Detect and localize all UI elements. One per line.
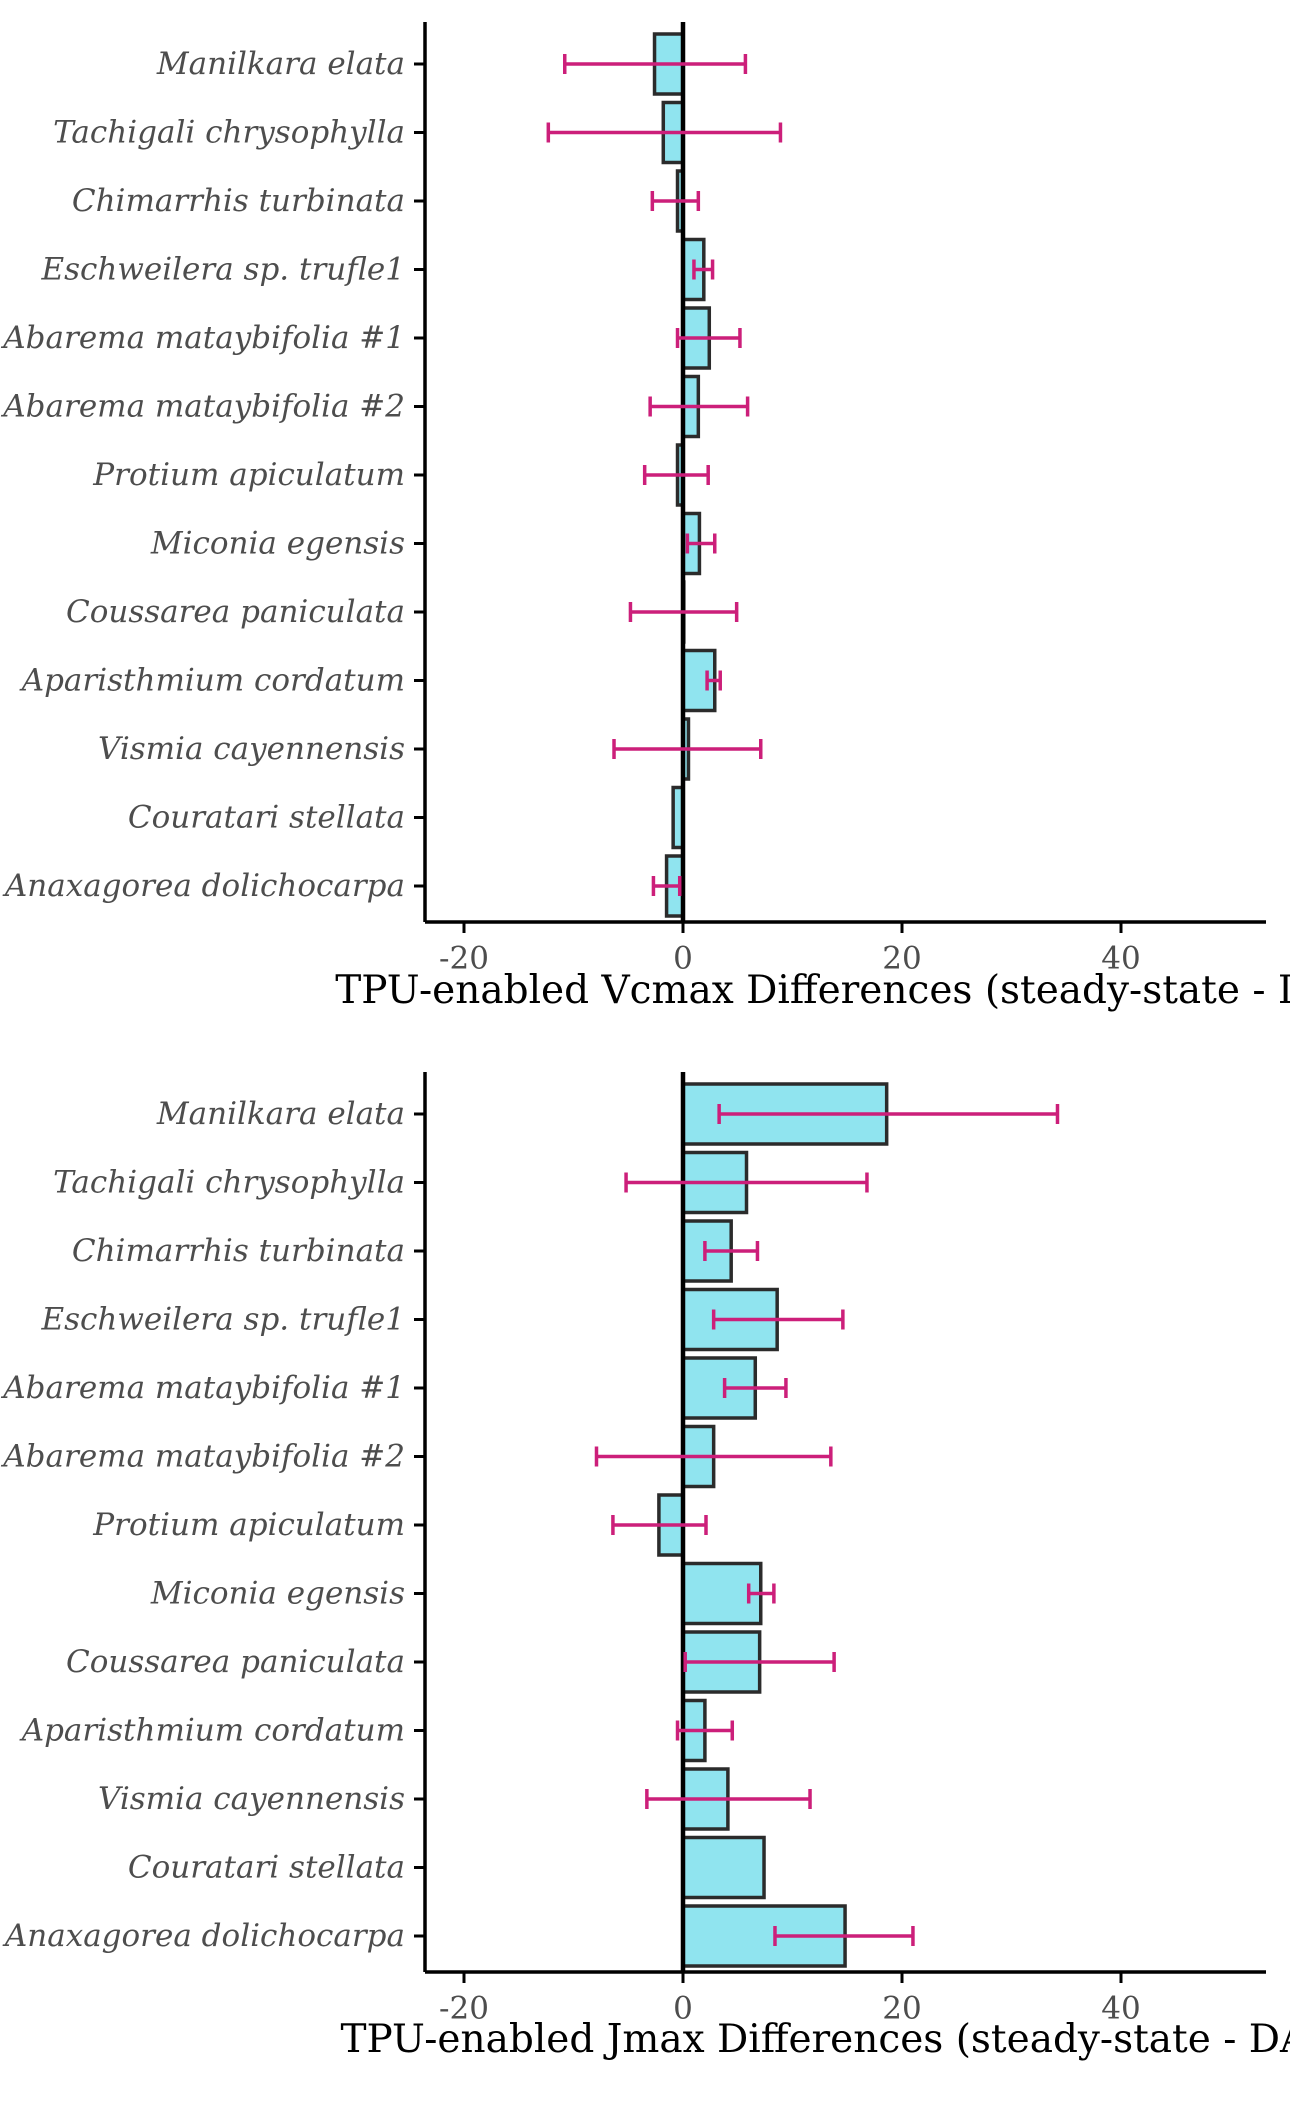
error-bar [650, 191, 701, 211]
y-tick-label: Manilkara elata [156, 46, 405, 82]
error-bar [717, 1104, 1060, 1124]
y-tick-label: Abarema mataybifolia #2 [0, 1439, 405, 1475]
x-tick-label: 0 [673, 940, 693, 976]
error-bar [773, 1926, 915, 1946]
error-bar [546, 122, 783, 143]
x-axis-title: TPU-enabled Vcmax Differences (steady-st… [335, 968, 1290, 1013]
error-bar [624, 1172, 869, 1193]
y-tick-label: Chimarrhis turbinata [72, 183, 405, 219]
y-tick-label: Couratari stellata [128, 1850, 405, 1886]
y-tick-label: Couratari stellata [128, 800, 405, 836]
y-tick-label: Aparisthmium cordatum [19, 663, 405, 699]
chart-panel-1: Manilkara elata Tachigali chrysophylla Chi… [0, 22, 1290, 1013]
x-tick-label: -20 [439, 940, 489, 976]
y-tick-label: Aparisthmium cordatum [19, 1713, 405, 1749]
y-tick-label: Miconia egensis [150, 526, 405, 562]
x-tick-label: 40 [1101, 940, 1140, 976]
error-bar [683, 1652, 836, 1672]
error-bar [703, 1241, 760, 1261]
error-bar [705, 670, 722, 691]
y-tick-label: Protium apiculatum [92, 457, 405, 493]
error-bar [611, 1515, 708, 1535]
error-bar [746, 1583, 776, 1604]
y-tick-label: Tachigali chrysophylla [53, 115, 405, 151]
y-tick-label: Eschweilera sp. trufle1 [40, 252, 405, 288]
error-bar [711, 1309, 845, 1330]
y-tick-label: Chimarrhis turbinata [72, 1233, 405, 1269]
y-tick-label: Abarema mataybifolia #1 [0, 320, 405, 356]
x-tick-label: 20 [882, 1990, 921, 2026]
error-bar [648, 396, 750, 417]
y-tick-label: Abarema mataybifolia #1 [0, 1370, 405, 1406]
error-bar [642, 465, 710, 485]
y-tick-label: Coussarea paniculata [66, 594, 405, 630]
error-bar [722, 1378, 788, 1398]
y-tick-label: Anaxagorea dolichocarpa [2, 1918, 405, 1954]
x-tick-label: 40 [1101, 1990, 1140, 2026]
bar [681, 1835, 766, 1900]
y-tick-label: Miconia egensis [150, 1576, 405, 1612]
y-tick-label: Abarema mataybifolia #2 [0, 389, 405, 425]
chart-panel-2: Manilkara elata Tachigali chrysophylla Chi… [0, 1072, 1290, 2062]
error-bar [612, 739, 763, 759]
y-tick-label: Eschweilera sp. trufle1 [40, 1302, 405, 1338]
y-tick-label: Anaxagorea dolichocarpa [2, 868, 405, 904]
y-tick-label: Tachigali chrysophylla [53, 1165, 405, 1201]
y-tick-label: Protium apiculatum [92, 1507, 405, 1543]
y-tick-label: Manilkara elata [156, 1096, 405, 1132]
y-tick-label: Vismia cayennensis [98, 731, 405, 767]
error-bar [562, 54, 748, 74]
error-bar [645, 1789, 812, 1809]
error-bar [692, 259, 715, 280]
x-tick-label: 0 [673, 1990, 693, 2026]
x-tick-label: 20 [882, 940, 921, 976]
error-bar [675, 1720, 735, 1741]
error-bar [594, 1446, 833, 1467]
error-bar [651, 876, 682, 896]
y-tick-label: Vismia cayennensis [98, 1781, 405, 1817]
bar [681, 1561, 763, 1626]
error-bar [675, 328, 742, 348]
error-bar [628, 602, 739, 622]
x-axis-title: TPU-enabled Jmax Differences (steady-sta… [340, 2017, 1290, 2062]
y-tick-label: Coussarea paniculata [66, 1644, 405, 1680]
x-tick-label: -20 [439, 1990, 489, 2026]
error-bar [685, 533, 717, 554]
